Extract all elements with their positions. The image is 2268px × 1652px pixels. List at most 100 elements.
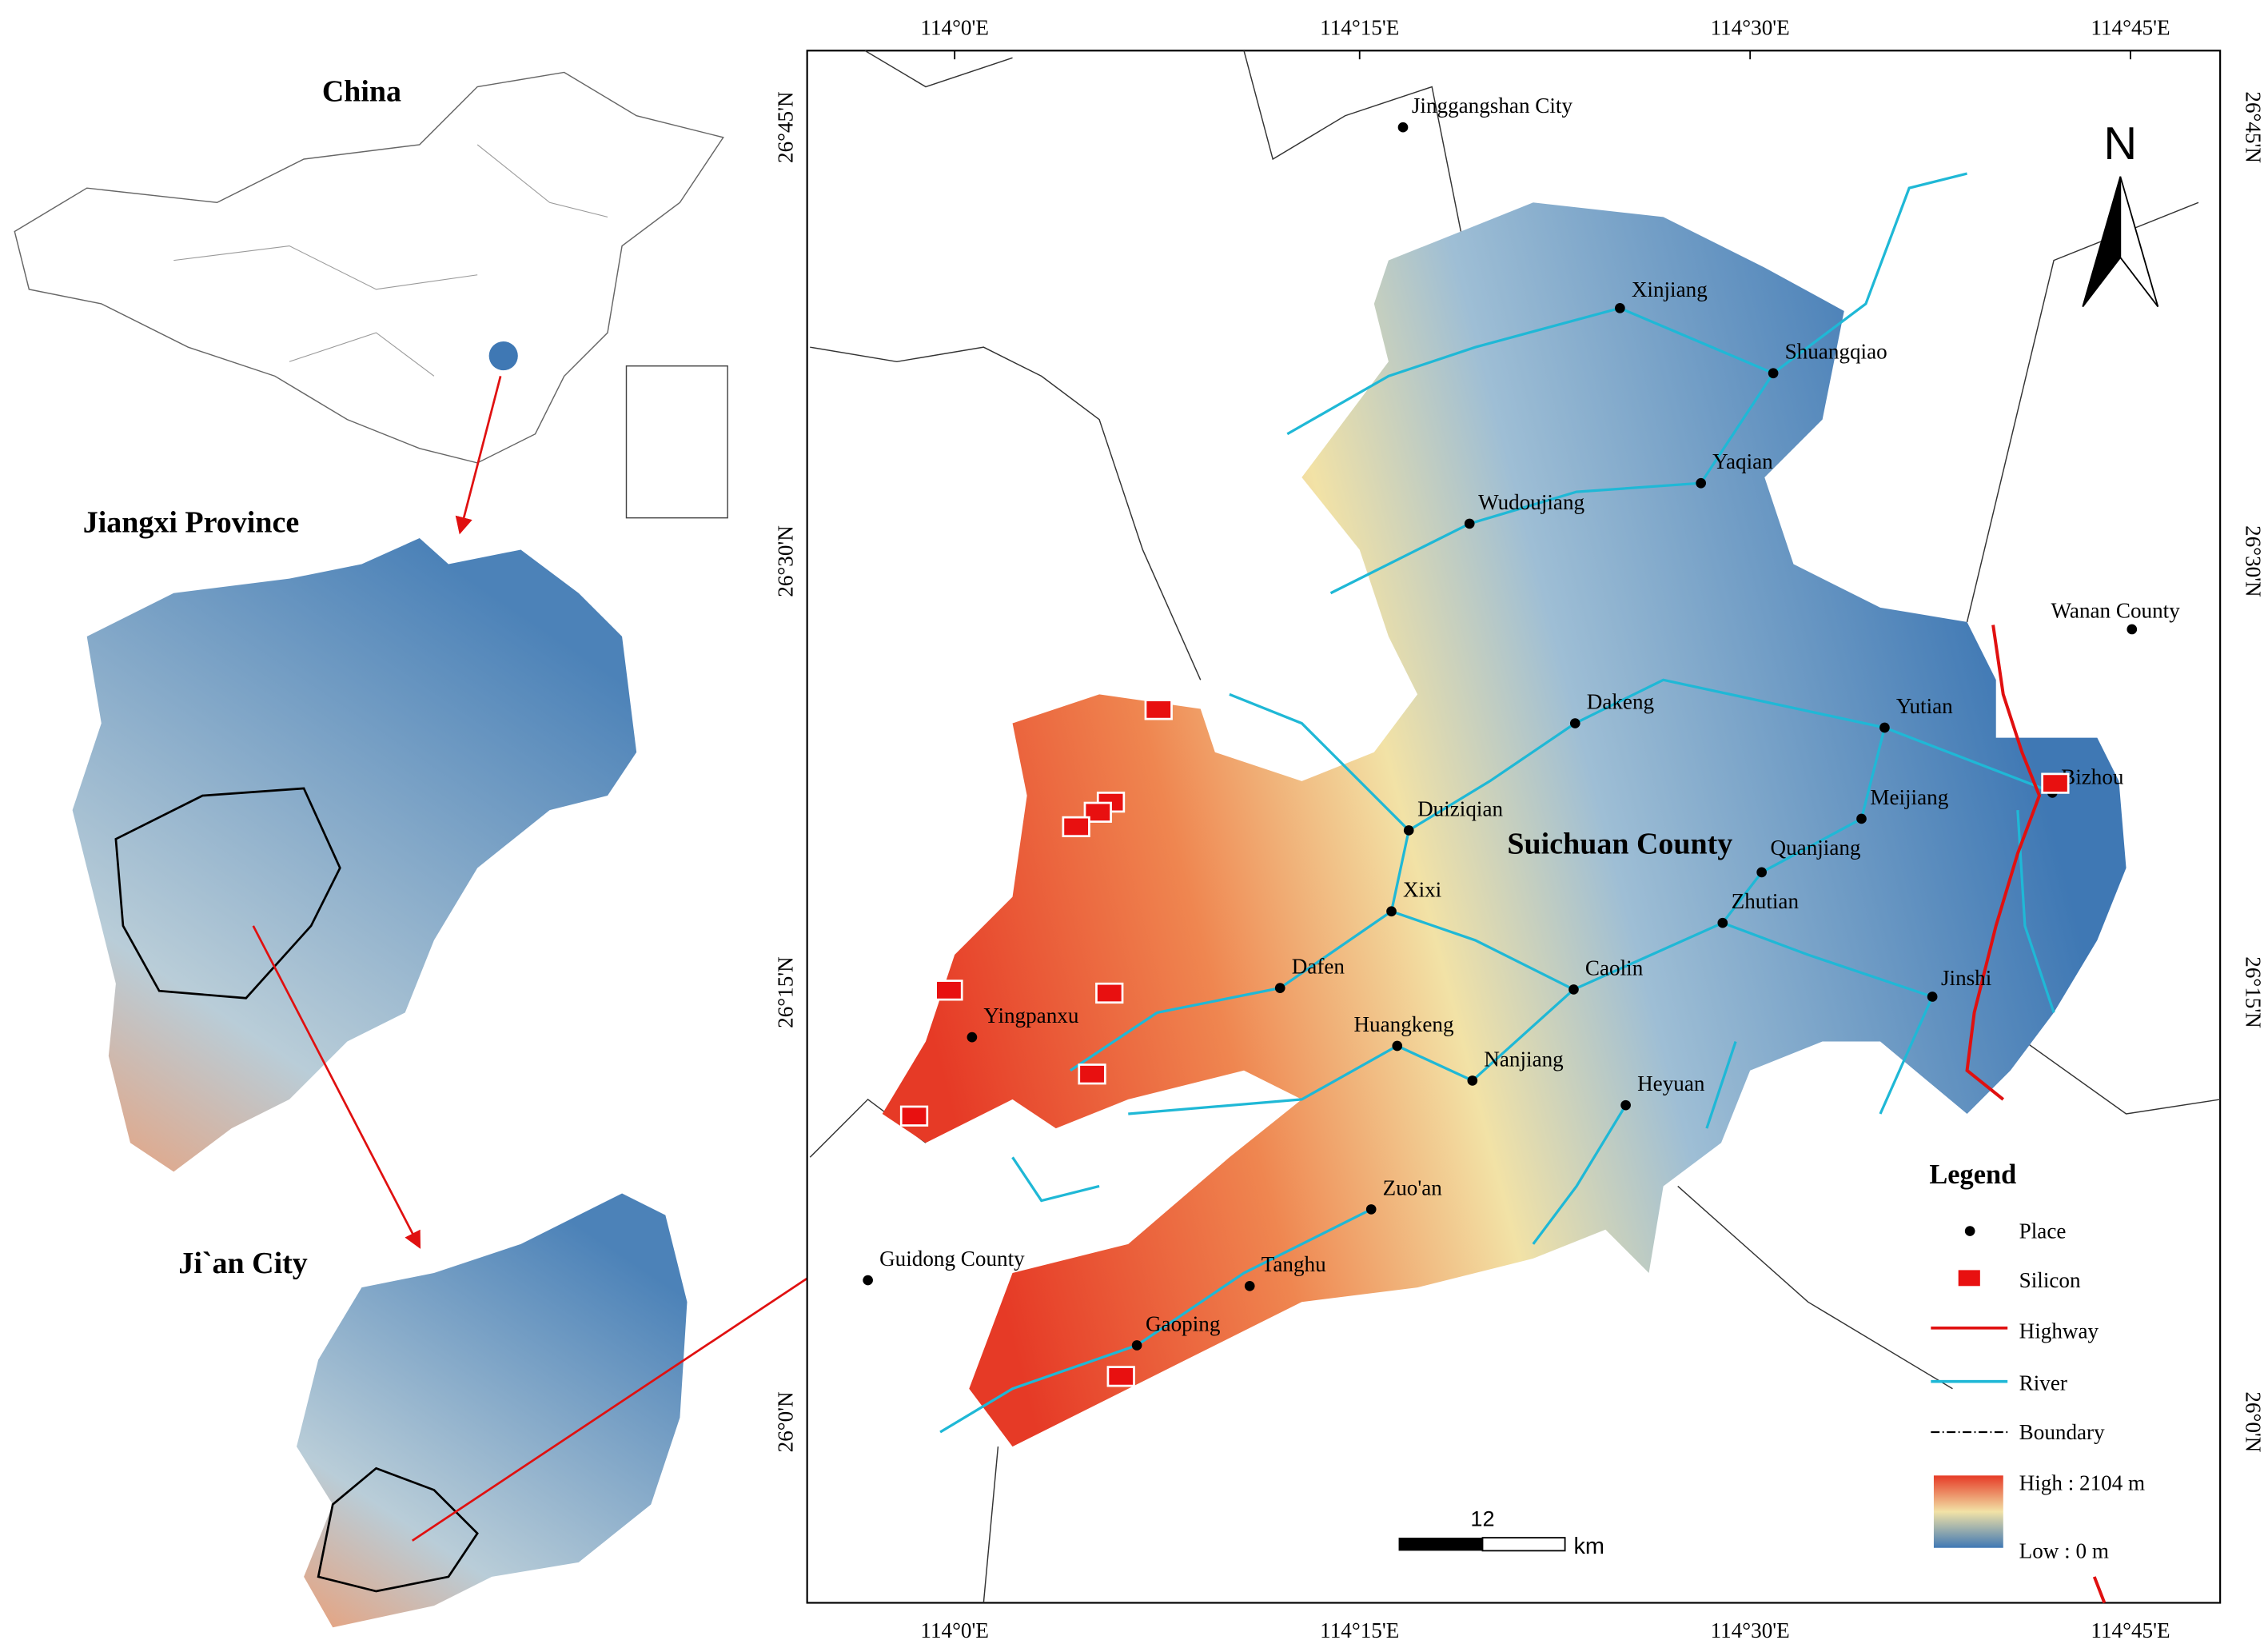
place-label: Tanghu <box>1262 1252 1326 1276</box>
place-dot <box>1464 518 1475 529</box>
province-lines <box>173 144 608 377</box>
inset-title: China <box>322 75 401 109</box>
place-label: Shuangqiao <box>1785 340 1887 364</box>
legend-label: Place <box>2019 1219 2067 1243</box>
place-dot <box>1696 477 1707 489</box>
scale-unit: km <box>1573 1534 1604 1559</box>
silicon-site <box>1106 1366 1135 1387</box>
lat-label: 26°45'N <box>774 91 798 163</box>
place-label: Meijiang <box>1870 785 1948 809</box>
place-dot <box>1856 813 1867 824</box>
place-label: Yingpanxu <box>983 1004 1078 1028</box>
place-label: Huangkeng <box>1353 1012 1453 1036</box>
lon-label: 114°45'E <box>2091 1618 2170 1642</box>
place-dot <box>1717 917 1728 928</box>
place-dot <box>1392 1040 1403 1051</box>
north-label: N <box>2103 118 2137 170</box>
place-label: Jinggangshan City <box>1412 94 1573 118</box>
place-dot <box>863 1275 873 1286</box>
generated: 114°0'E 114°0'E 114°15'E 114°15'E 114°30'E 11… <box>774 15 2266 1642</box>
north-arrow <box>2119 176 2159 308</box>
place-dot <box>1274 983 1285 993</box>
place-dot <box>1467 1075 1478 1086</box>
place-label: Heyuan <box>1637 1071 1705 1095</box>
place-dot <box>1879 722 1890 733</box>
place-dot <box>1927 992 1938 1002</box>
place-label: Wanan County <box>2051 598 2180 622</box>
silicon-site <box>899 1105 929 1127</box>
place-label: Yaqian <box>1712 449 1773 473</box>
legend-silicon <box>1958 1270 1980 1287</box>
legend-label: Highway <box>2019 1319 2099 1343</box>
place-label: Duiziqian <box>1417 796 1503 820</box>
inset-box <box>625 365 728 519</box>
county-label: Suichuan County <box>1507 827 1732 860</box>
arrow <box>455 376 502 535</box>
place-dot <box>1365 1204 1377 1215</box>
place-label: Nanjiang <box>1484 1047 1564 1071</box>
legend-label: River <box>2019 1371 2067 1395</box>
scale-bar <box>1481 1537 1566 1552</box>
highway <box>1965 624 2107 1604</box>
place-dot <box>1620 1099 1631 1111</box>
place-dot <box>1403 825 1414 836</box>
legend-label: Silicon <box>2019 1268 2081 1292</box>
lat-label: 26°30'N <box>2242 525 2266 597</box>
china-outline <box>14 71 724 464</box>
lon-label: 114°45'E <box>2091 15 2170 39</box>
place-dot <box>1397 122 1409 133</box>
lon-label: 114°15'E <box>1320 15 1399 39</box>
place-dot <box>2126 624 2138 635</box>
place-label: Dafen <box>1292 955 1345 979</box>
place-dot <box>1569 718 1580 728</box>
place-label: Quanjiang <box>1771 836 1861 860</box>
scale-value: 12 <box>1470 1506 1494 1531</box>
place-label: Guidong County <box>879 1247 1025 1271</box>
silicon-site <box>1144 699 1173 720</box>
lat-label: 26°15'N <box>774 956 798 1028</box>
silicon-site <box>1078 1063 1106 1085</box>
place-label: Zhutian <box>1732 889 1800 913</box>
lon-label: 114°0'E <box>920 15 989 39</box>
inset-title: Ji`an City <box>178 1247 307 1280</box>
silicon-site <box>2041 772 2070 794</box>
legend-high: High : 2104 m <box>2019 1470 2145 1494</box>
suichuan-outline <box>317 1466 479 1593</box>
silicon-site <box>935 980 963 1001</box>
place-label: Caolin <box>1585 956 1644 980</box>
lat-label: 26°0'N <box>2242 1391 2266 1452</box>
place-label: Jinshi <box>1941 966 1992 990</box>
place-dot <box>1568 984 1579 995</box>
jiangxi-highlight <box>488 341 518 371</box>
jian-map <box>297 1193 688 1628</box>
place-label: Dakeng <box>1587 689 1655 713</box>
scale-bar <box>1398 1538 1483 1551</box>
lon-label: 114°30'E <box>1711 15 1790 39</box>
place-label: Bizhou <box>2061 765 2124 789</box>
place-dot <box>1244 1280 1255 1291</box>
legend-place <box>1964 1226 1975 1236</box>
silicon-site <box>1095 982 1124 1004</box>
lat-label: 26°45'N <box>2242 91 2266 163</box>
lat-label: 26°0'N <box>774 1391 798 1452</box>
jian-outline <box>114 787 341 1000</box>
place-label: Xinjiang <box>1632 277 1708 301</box>
place-label: Gaoping <box>1146 1311 1221 1335</box>
place-dot <box>1615 303 1625 313</box>
place-label: Xixi <box>1403 878 1442 902</box>
lon-label: 114°15'E <box>1320 1618 1399 1642</box>
boundaries <box>809 50 2221 1603</box>
lon-label: 114°30'E <box>1711 1618 1790 1642</box>
inset-title: Jiangxi Province <box>83 506 299 540</box>
legend-label: Boundary <box>2019 1420 2105 1444</box>
arrow <box>252 925 421 1249</box>
place-label: Zuo'an <box>1383 1175 1443 1199</box>
silicon-site <box>1083 801 1112 823</box>
lat-label: 26°15'N <box>2242 956 2266 1028</box>
lon-label: 114°0'E <box>920 1618 989 1642</box>
legend-low: Low : 0 m <box>2019 1538 2109 1562</box>
lat-label: 26°30'N <box>774 525 798 597</box>
legend-elevation <box>1933 1475 2003 1548</box>
